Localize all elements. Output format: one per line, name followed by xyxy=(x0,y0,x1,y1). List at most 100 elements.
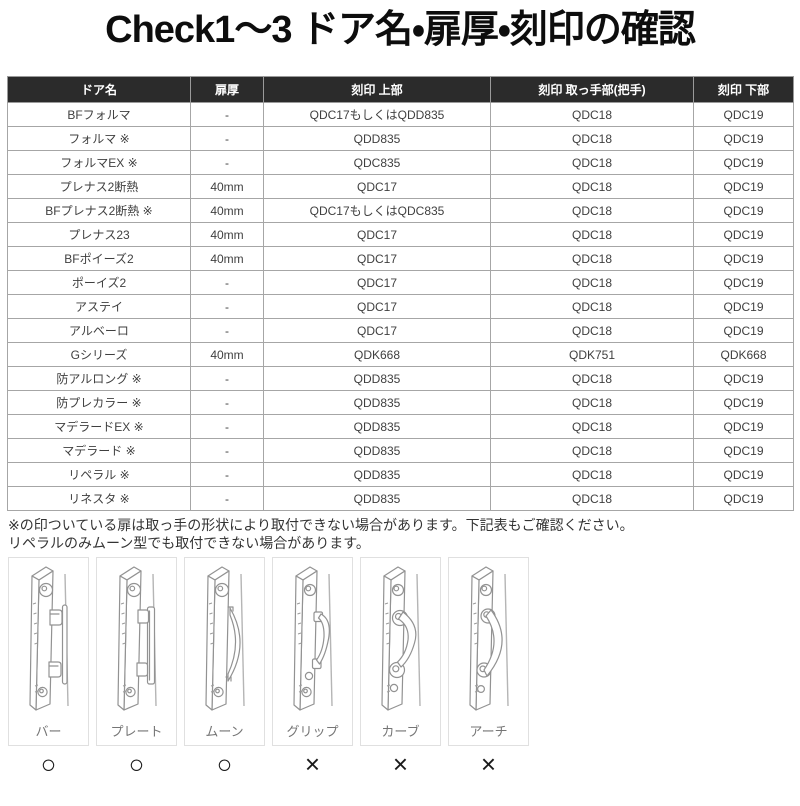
door-name-cell: 防プレカラー ※ xyxy=(7,390,191,415)
table-cell: QDC18 xyxy=(490,318,694,343)
curve-handle-icon xyxy=(381,566,421,711)
footnote-line-2: リペラルのみムーン型でも取付できない場合があります。 xyxy=(8,535,370,551)
table-header-row: ドア名 扉厚 刻印 上部 刻印 取っ手部(把手) 刻印 下部 xyxy=(7,76,794,103)
table-row: マデラード ※ - QDD835 QDC18 QDC19 xyxy=(7,438,794,463)
table-cell: QDD835 xyxy=(263,390,491,415)
table-row: Gシリーズ 40mm QDK668 QDK751 QDK668 xyxy=(7,342,794,367)
table-row: リネスタ ※ - QDD835 QDC18 QDC19 xyxy=(7,486,794,511)
table-cell: QDC19 xyxy=(693,486,794,511)
table-row: 防アルロング ※ - QDD835 QDC18 QDC19 xyxy=(7,366,794,391)
table-cell: QDC18 xyxy=(490,390,694,415)
door-name-cell: アステイ xyxy=(7,294,191,319)
table-row: フォルマEX ※ - QDC835 QDC18 QDC19 xyxy=(7,150,794,175)
table-row: アルベーロ - QDC17 QDC18 QDC19 xyxy=(7,318,794,343)
door-name-cell: プレナス23 xyxy=(7,222,191,247)
table-cell: - xyxy=(190,294,264,319)
table-cell: QDC18 xyxy=(490,414,694,439)
table-cell: - xyxy=(190,126,264,151)
table-cell: QDC19 xyxy=(693,246,794,271)
table-cell: QDC19 xyxy=(693,126,794,151)
compatibility-mark-curve: × xyxy=(392,749,409,779)
table-cell: QDD835 xyxy=(263,438,491,463)
handle-card-plate: プレート xyxy=(96,557,177,746)
table-row: BFフォルマ - QDC17もしくはQDD835 QDC18 QDC19 xyxy=(7,102,794,127)
table-cell: 40mm xyxy=(190,198,264,223)
door-name-cell: Gシリーズ xyxy=(7,342,191,367)
table-cell: QDD835 xyxy=(263,126,491,151)
door-name-cell: マデラードEX ※ xyxy=(7,414,191,439)
table-cell: 40mm xyxy=(190,222,264,247)
table-cell: QDC19 xyxy=(693,366,794,391)
table-cell: - xyxy=(190,102,264,127)
handle-card-moon: ムーン xyxy=(184,557,265,746)
arch-handle-icon xyxy=(469,566,509,711)
table-cell: QDC19 xyxy=(693,438,794,463)
handle-label: アーチ xyxy=(469,724,508,739)
table-cell: QDC19 xyxy=(693,198,794,223)
door-name-cell: ポーイズ2 xyxy=(7,270,191,295)
door-name-cell: BFポイーズ2 xyxy=(7,246,191,271)
table-cell: QDC19 xyxy=(693,294,794,319)
table-cell: QDC17 xyxy=(263,246,491,271)
table-cell: 40mm xyxy=(190,342,264,367)
table-row: 防プレカラー ※ - QDD835 QDC18 QDC19 xyxy=(7,390,794,415)
table-cell: QDD835 xyxy=(263,366,491,391)
handle-card-curve: カーブ xyxy=(360,557,441,746)
table-cell: QDC18 xyxy=(490,438,694,463)
table-cell: QDD835 xyxy=(263,414,491,439)
table-cell: QDC17 xyxy=(263,270,491,295)
table-cell: - xyxy=(190,150,264,175)
handle-card-bar: バー xyxy=(8,557,89,746)
table-cell: - xyxy=(190,270,264,295)
page-title: Check1～3 ドア名・扉厚・刻印の確認 xyxy=(105,9,696,51)
table-row: マデラードEX ※ - QDD835 QDC18 QDC19 xyxy=(7,414,794,439)
column-header-0: ドア名 xyxy=(7,76,191,103)
door-name-cell: BFフォルマ xyxy=(7,102,191,127)
door-name-cell: アルベーロ xyxy=(7,318,191,343)
column-header-4: 刻印 下部 xyxy=(693,76,794,103)
table-cell: QDC19 xyxy=(693,462,794,487)
table-row: リペラル ※ - QDD835 QDC18 QDC19 xyxy=(7,462,794,487)
table-cell: QDC17 xyxy=(263,294,491,319)
compatibility-marks: ○ ○ ○ × × × xyxy=(8,749,800,779)
compatibility-mark-arch: × xyxy=(480,749,497,779)
table-cell: QDC19 xyxy=(693,150,794,175)
table-cell: QDC18 xyxy=(490,198,694,223)
table-row: プレナス23 40mm QDC17 QDC18 QDC19 xyxy=(7,222,794,247)
table-cell: QDK751 xyxy=(490,342,694,367)
footnotes: ※の印ついている扉は取っ手の形状により取付できない場合があります。下記表もご確認… xyxy=(8,516,800,552)
handle-label: ムーン xyxy=(205,724,244,739)
table-cell: QDC18 xyxy=(490,462,694,487)
table-cell: QDK668 xyxy=(693,342,794,367)
table-cell: QDC17 xyxy=(263,174,491,199)
table-cell: QDC17 xyxy=(263,318,491,343)
table-cell: QDC19 xyxy=(693,390,794,415)
table-cell: QDC17もしくはQDC835 xyxy=(263,198,491,223)
handle-type-list: バー プレート ムーン グリップ カーブ アーチ xyxy=(8,557,800,746)
plate-handle-icon xyxy=(117,566,157,711)
table-cell: QDC19 xyxy=(693,102,794,127)
table-cell: QDK668 xyxy=(263,342,491,367)
table-cell: - xyxy=(190,462,264,487)
table-cell: QDC18 xyxy=(490,294,694,319)
table-row: BFプレナス2断熱 ※ 40mm QDC17もしくはQDC835 QDC18 QDC19 xyxy=(7,198,794,223)
footnote-line-1: ※の印ついている扉は取っ手の形状により取付できない場合があります。下記表もご確認… xyxy=(8,517,634,533)
compatibility-mark-bar: ○ xyxy=(40,749,57,779)
column-header-1: 扉厚 xyxy=(190,76,264,103)
door-name-cell: リペラル ※ xyxy=(7,462,191,487)
table-cell: QDC18 xyxy=(490,270,694,295)
table-cell: - xyxy=(190,486,264,511)
handle-label: プレート xyxy=(110,724,163,739)
door-name-cell: 防アルロング ※ xyxy=(7,366,191,391)
door-name-cell: リネスタ ※ xyxy=(7,486,191,511)
table-cell: QDC19 xyxy=(693,222,794,247)
table-cell: QDC19 xyxy=(693,318,794,343)
door-name-cell: フォルマEX ※ xyxy=(7,150,191,175)
table-cell: QDC19 xyxy=(693,414,794,439)
table-cell: QDC17もしくはQDD835 xyxy=(263,102,491,127)
door-name-cell: BFプレナス2断熱 ※ xyxy=(7,198,191,223)
table-cell: - xyxy=(190,366,264,391)
bar-handle-icon xyxy=(29,566,69,711)
grip-handle-icon xyxy=(293,566,333,711)
table-row: フォルマ ※ - QDD835 QDC18 QDC19 xyxy=(7,126,794,151)
